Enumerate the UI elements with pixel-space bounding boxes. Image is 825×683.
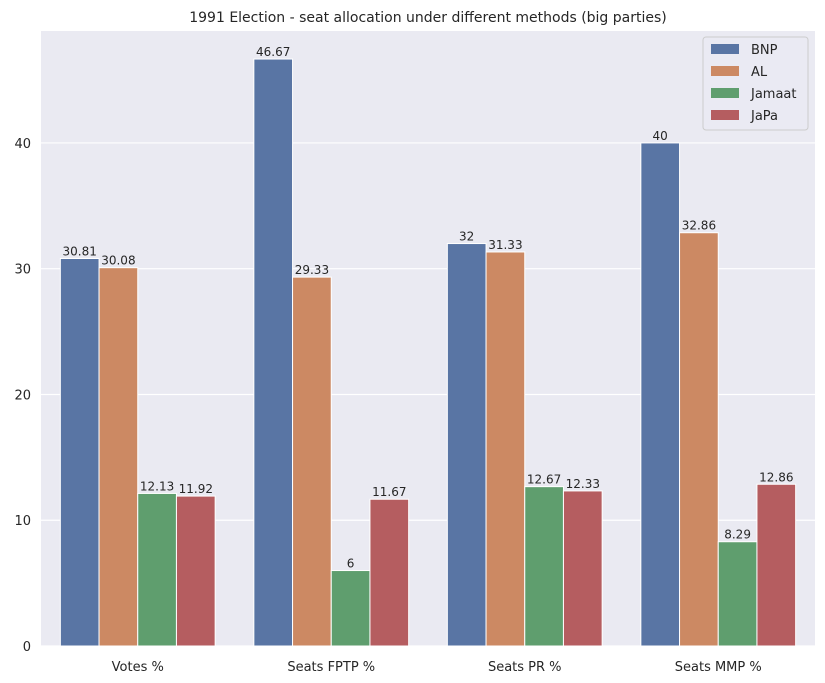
data-label: 11.67	[372, 485, 406, 499]
legend-label: JaPa	[750, 109, 778, 124]
data-label: 30.08	[101, 254, 135, 268]
data-label: 31.33	[488, 238, 522, 252]
legend-label: AL	[751, 65, 768, 80]
data-label: 29.33	[295, 263, 329, 277]
x-tick-label: Seats MMP %	[675, 660, 762, 675]
bar-bnp-2	[446, 243, 487, 647]
bar-al-3	[679, 232, 719, 647]
bar-bnp-3	[640, 142, 681, 647]
y-tick-label: 10	[14, 514, 31, 529]
y-tick-label: 40	[14, 137, 31, 152]
data-label: 12.33	[566, 477, 600, 491]
bar-japa-0	[175, 495, 216, 647]
y-tick-label: 20	[14, 388, 31, 403]
legend-swatch-bnp	[711, 44, 739, 54]
bar-bnp-0	[59, 258, 100, 647]
bar-jamaat-0	[137, 492, 177, 647]
y-tick-label: 0	[23, 640, 31, 655]
data-label: 12.67	[527, 473, 561, 487]
y-tick-label: 30	[14, 263, 31, 278]
bar-japa-3	[756, 483, 797, 647]
legend-label: Jamaat	[750, 87, 797, 102]
x-tick-label: Votes %	[112, 660, 164, 675]
data-label: 8.29	[724, 528, 751, 542]
data-label: 30.81	[63, 245, 97, 259]
legend-swatch-jamaat	[711, 88, 739, 98]
bar-al-2	[485, 251, 526, 647]
bar-japa-2	[562, 490, 603, 647]
data-label: 6	[347, 557, 355, 571]
x-tick-label: Seats FPTP %	[287, 660, 375, 675]
data-label: 11.92	[179, 482, 213, 496]
data-label: 32.86	[682, 219, 716, 233]
data-label: 12.86	[759, 470, 793, 484]
bar-japa-1	[369, 498, 410, 647]
bar-bnp-1	[253, 58, 294, 647]
bar-jamaat-3	[717, 541, 758, 647]
legend: BNP AL Jamaat JaPa	[702, 36, 809, 131]
data-label: 40	[653, 129, 668, 143]
bar-jamaat-1	[330, 570, 371, 647]
legend-swatch-al	[711, 66, 739, 76]
x-tick-label: Seats PR %	[488, 660, 562, 675]
legend-label: BNP	[751, 43, 778, 58]
chart-title: 1991 Election - seat allocation under di…	[189, 10, 667, 26]
data-label: 32	[459, 230, 474, 244]
bar-al-0	[98, 267, 139, 647]
bar-jamaat-2	[524, 486, 564, 647]
bar-al-1	[292, 276, 332, 647]
data-label: 46.67	[256, 45, 290, 59]
legend-swatch-japa	[711, 110, 739, 120]
data-label: 12.13	[140, 479, 174, 493]
